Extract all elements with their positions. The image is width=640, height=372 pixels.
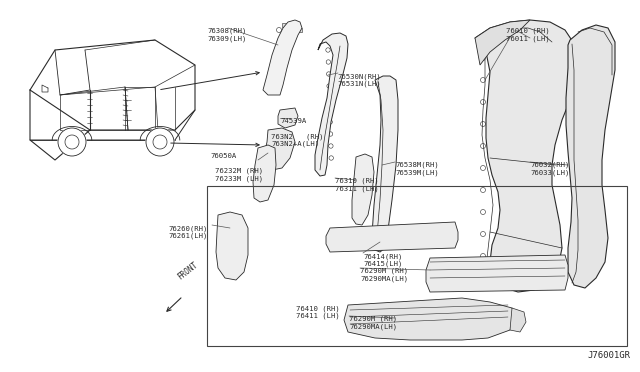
Polygon shape — [216, 212, 248, 280]
Polygon shape — [475, 20, 578, 292]
Polygon shape — [475, 20, 530, 65]
Text: 76538M(RH)
76539M(LH): 76538M(RH) 76539M(LH) — [395, 162, 439, 176]
Text: 76530N(RH)
76531N(LH): 76530N(RH) 76531N(LH) — [337, 73, 381, 87]
Polygon shape — [372, 76, 398, 252]
Bar — [295, 22, 299, 26]
Text: 76410 (RH)
76411 (LH): 76410 (RH) 76411 (LH) — [296, 305, 340, 319]
Polygon shape — [326, 222, 458, 252]
Polygon shape — [278, 108, 298, 128]
Text: 76308(RH)
76309(LH): 76308(RH) 76309(LH) — [207, 28, 246, 42]
Text: 76290M (RH)
76290MA(LH): 76290M (RH) 76290MA(LH) — [349, 316, 397, 330]
Bar — [207, 186, 627, 346]
Bar — [298, 28, 302, 32]
Text: 74539A: 74539A — [280, 118, 307, 124]
Polygon shape — [352, 154, 374, 225]
Circle shape — [146, 128, 174, 156]
Bar — [282, 23, 286, 27]
Text: 76032(RH)
76033(LH): 76032(RH) 76033(LH) — [530, 162, 570, 176]
Text: 76290M (RH)
76290MA(LH): 76290M (RH) 76290MA(LH) — [360, 268, 408, 282]
Text: J76001GR: J76001GR — [587, 351, 630, 360]
Text: 763N2   (RH)
763N2+A(LH): 763N2 (RH) 763N2+A(LH) — [271, 133, 323, 147]
Polygon shape — [426, 255, 568, 292]
Polygon shape — [344, 298, 515, 340]
Polygon shape — [510, 308, 526, 332]
Text: 76260(RH)
76261(LH): 76260(RH) 76261(LH) — [168, 225, 207, 239]
Text: FRONT: FRONT — [175, 261, 199, 282]
Text: 76232M (RH)
76233M (LH): 76232M (RH) 76233M (LH) — [215, 168, 263, 182]
Polygon shape — [315, 33, 348, 176]
Circle shape — [58, 128, 86, 156]
Text: 76050A: 76050A — [210, 153, 236, 159]
Polygon shape — [253, 145, 276, 202]
Text: 76414(RH)
76415(LH): 76414(RH) 76415(LH) — [363, 253, 403, 267]
Text: 76010 (RH)
76011 (LH): 76010 (RH) 76011 (LH) — [506, 28, 550, 42]
Polygon shape — [566, 25, 615, 288]
Text: 76310 (RH)
76311 (LH): 76310 (RH) 76311 (LH) — [335, 178, 379, 192]
Polygon shape — [263, 20, 302, 95]
Polygon shape — [264, 128, 295, 170]
